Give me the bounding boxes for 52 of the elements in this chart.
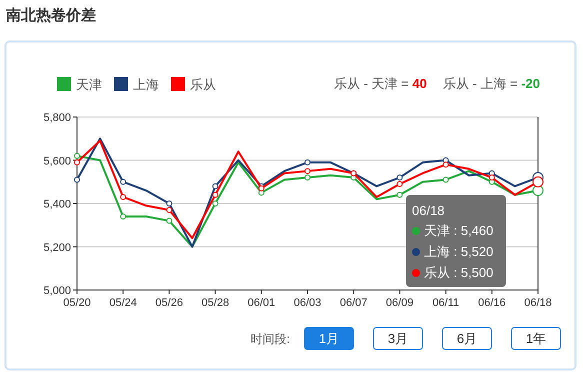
- point: [396, 192, 403, 198]
- point: [120, 213, 126, 220]
- point: [442, 162, 449, 168]
- legend-label: 乐从: [190, 77, 216, 92]
- text: 乐从 - 上海 = -20: [442, 76, 540, 91]
- annotation: 天津 : 5,460: [424, 223, 494, 238]
- text: 6月: [456, 331, 478, 346]
- text: 1月: [318, 331, 340, 346]
- point: [74, 152, 80, 159]
- x-tick-label: 06/07: [340, 297, 368, 309]
- x-tick-label: 05/20: [63, 297, 91, 309]
- point: [120, 194, 126, 200]
- annotation: 06/18: [412, 203, 445, 218]
- y-tick-label: 5,200: [43, 242, 71, 254]
- x-tick-label: 06/18: [524, 297, 552, 309]
- y-tick-label: 5,800: [43, 112, 71, 124]
- legend-label: 上海: [133, 77, 159, 92]
- point: [212, 200, 218, 206]
- point: [166, 200, 172, 206]
- point: [442, 176, 449, 183]
- x-tick-label: 05/24: [109, 297, 137, 309]
- chart-title: 南北热卷价差: [5, 7, 96, 24]
- x-tick-label: 06/16: [478, 297, 506, 309]
- x-tick-label: 06/09: [386, 297, 414, 309]
- y-tick-label: 5,600: [43, 155, 71, 168]
- x-tick-label: 05/26: [155, 297, 183, 309]
- point: [488, 174, 495, 181]
- x-tick-label: 05/28: [202, 297, 230, 309]
- point: [304, 168, 310, 174]
- point: [212, 192, 218, 198]
- point: [166, 206, 172, 213]
- text: 乐从 - 天津 = 40: [334, 76, 427, 91]
- point: [74, 176, 80, 183]
- y-tick-label: 5,000: [43, 285, 71, 297]
- text: 时间段:: [250, 332, 290, 346]
- y-tick-label: 5,400: [43, 198, 71, 210]
- point: [212, 183, 218, 190]
- point: [396, 181, 403, 188]
- point: [396, 174, 403, 181]
- annotation: 上海 : 5,520: [424, 244, 494, 259]
- text: 3月: [388, 331, 408, 346]
- legend-label: 天津: [76, 77, 102, 92]
- point: [304, 159, 310, 166]
- x-tick-label: 06/03: [294, 297, 322, 309]
- point: [166, 218, 172, 224]
- annotation: 乐从 : 5,500: [424, 265, 494, 280]
- point: [304, 174, 310, 181]
- x-tick-label: 06/11: [432, 297, 460, 309]
- text: 1年: [526, 331, 546, 346]
- point: [74, 159, 80, 166]
- x-tick-label: 06/01: [248, 297, 276, 309]
- point: [120, 178, 126, 185]
